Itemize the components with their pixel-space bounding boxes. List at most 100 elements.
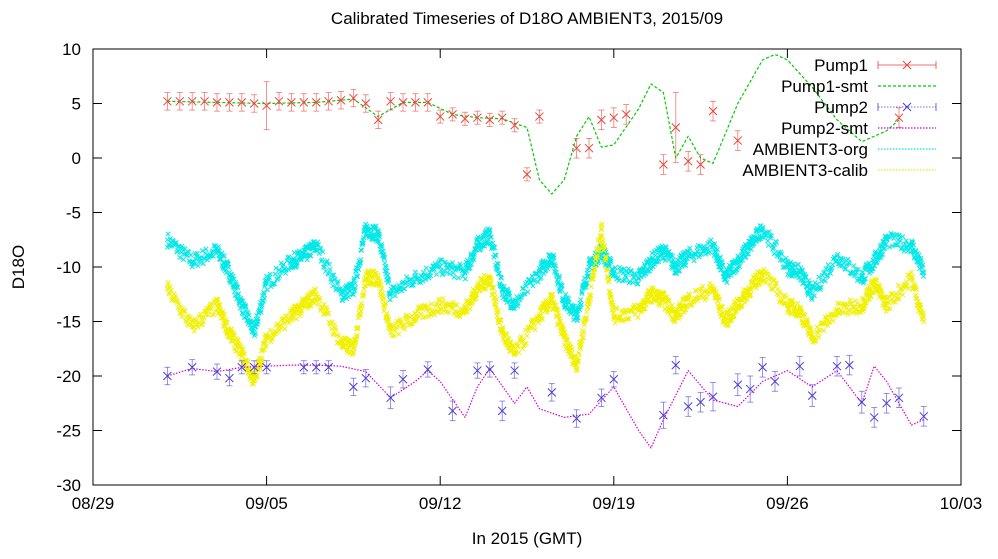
data-point — [254, 374, 260, 380]
data-point — [777, 288, 783, 295]
data-point — [235, 291, 242, 297]
x-tick-label: 09/12 — [419, 494, 462, 513]
data-point — [215, 243, 222, 250]
data-point — [520, 285, 526, 291]
y-tick-label: 10 — [62, 40, 81, 59]
data-point — [659, 401, 668, 429]
data-point — [331, 272, 337, 278]
data-point — [855, 266, 861, 273]
data-point — [535, 109, 544, 124]
legend-item: Pump2-smt — [781, 119, 936, 138]
data-point — [497, 110, 507, 125]
data-point — [299, 308, 305, 314]
data-point — [381, 255, 387, 262]
legend-label: Pump2 — [814, 98, 868, 117]
y-tick-label: -5 — [66, 204, 81, 223]
data-point — [636, 275, 642, 281]
data-point — [809, 296, 815, 303]
data-point — [571, 317, 577, 323]
data-point — [283, 313, 289, 319]
data-point — [261, 295, 267, 302]
data-point — [621, 104, 631, 125]
data-point — [840, 256, 846, 262]
data-point — [612, 265, 618, 271]
data-point — [232, 292, 238, 298]
data-point — [683, 259, 689, 265]
chart-title: Calibrated Timeseries of D18O AMBIENT3, … — [331, 9, 723, 28]
data-point — [832, 355, 842, 377]
data-point — [231, 276, 237, 282]
legend-label: Pump1 — [814, 56, 868, 75]
data-point — [191, 328, 197, 334]
data-point — [249, 94, 259, 113]
data-point — [451, 274, 457, 280]
series-ambient3-org — [164, 221, 927, 339]
data-point — [897, 238, 904, 244]
data-point — [437, 257, 443, 263]
legend: Pump1 Pump1-smt Pump2 Pump2-smt AMBIENT3-org… — [742, 56, 937, 180]
data-point — [347, 337, 354, 343]
data-point — [203, 246, 209, 252]
data-point — [807, 384, 817, 407]
data-point — [549, 253, 555, 259]
legend-item: Pump2 — [814, 98, 937, 117]
data-point — [319, 257, 325, 263]
data-point — [312, 287, 319, 293]
data-point — [760, 224, 766, 231]
y-tick-label: -20 — [56, 367, 81, 386]
data-point — [747, 242, 753, 248]
data-point — [354, 274, 360, 280]
data-point — [903, 238, 909, 244]
data-point — [396, 331, 402, 337]
data-point — [317, 295, 323, 301]
data-point — [556, 273, 563, 279]
data-point — [338, 291, 344, 297]
data-point — [572, 137, 581, 159]
legend-label: Pump1-smt — [781, 77, 868, 96]
data-point — [532, 327, 538, 333]
data-point — [584, 309, 590, 315]
data-point — [462, 276, 468, 282]
data-point — [177, 310, 184, 316]
data-point — [710, 242, 716, 248]
data-point — [776, 292, 782, 298]
data-point — [608, 259, 614, 265]
data-point — [631, 275, 637, 281]
data-point — [262, 81, 271, 131]
data-point — [221, 253, 227, 259]
data-point — [530, 283, 536, 289]
data-point — [359, 303, 365, 309]
data-point — [547, 383, 557, 402]
data-point — [358, 308, 364, 314]
data-point — [251, 329, 257, 335]
data-point — [919, 406, 929, 427]
data-point — [385, 276, 391, 282]
data-point — [267, 271, 273, 277]
data-point — [320, 249, 326, 255]
data-point — [321, 301, 327, 307]
data-point — [237, 305, 243, 311]
data-point — [384, 268, 390, 274]
data-point — [259, 302, 265, 308]
data-point — [916, 252, 922, 258]
data-point — [379, 243, 385, 249]
data-point — [696, 154, 705, 175]
data-point — [357, 313, 363, 319]
data-point — [346, 294, 352, 300]
data-point — [448, 400, 457, 422]
data-point — [328, 326, 335, 332]
legend-marker — [902, 102, 912, 112]
data-point — [522, 291, 528, 297]
data-point — [755, 226, 761, 233]
data-point — [423, 265, 429, 271]
data-point — [460, 111, 470, 126]
data-point — [326, 261, 332, 267]
data-point — [245, 358, 251, 365]
data-point — [280, 261, 286, 267]
data-point — [474, 242, 480, 248]
data-point — [246, 312, 252, 318]
data-point — [488, 234, 494, 240]
legend-item: Pump1-smt — [781, 77, 936, 96]
data-point — [361, 290, 367, 297]
data-point — [373, 223, 379, 229]
